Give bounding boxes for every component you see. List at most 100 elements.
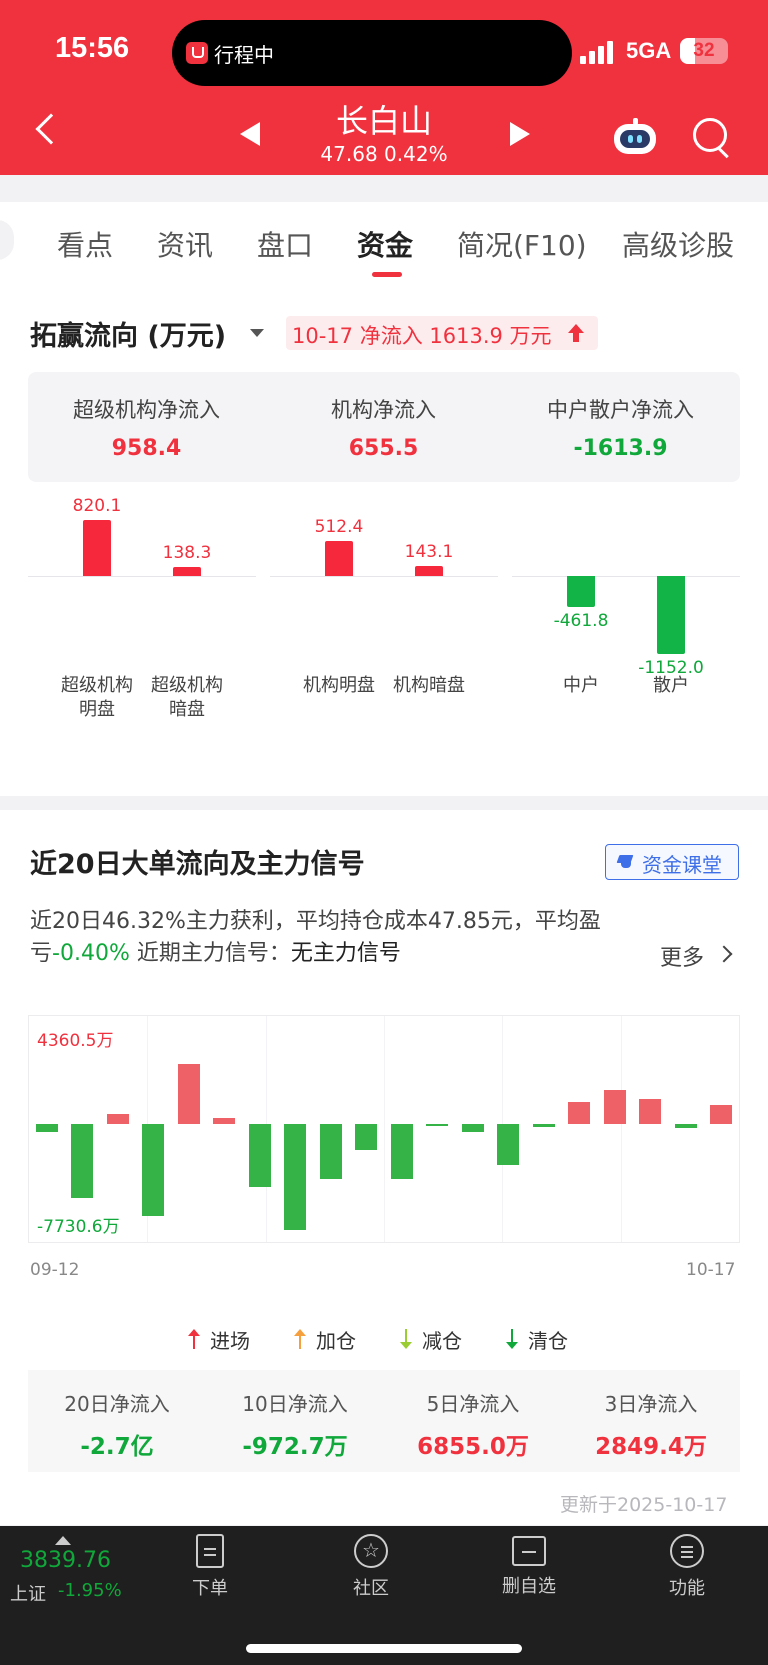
daily-flow-bar[interactable] <box>603 1089 626 1124</box>
battery-fill <box>680 38 696 64</box>
capital-class-button[interactable]: 资金课堂 <box>605 844 739 880</box>
daily-flow-bar[interactable] <box>461 1123 484 1133</box>
tab-capital[interactable]: 资金 <box>357 229 414 262</box>
chevron-right-icon[interactable] <box>715 945 733 963</box>
daily-flow-bar[interactable] <box>674 1123 697 1128</box>
next-stock-icon[interactable] <box>510 122 530 146</box>
nav-remove-watchlist[interactable]: 删自选 <box>479 1534 579 1598</box>
search-icon[interactable] <box>693 118 727 152</box>
flow-bar <box>173 566 201 576</box>
graduation-cap-icon <box>616 855 636 869</box>
flow-bar-label: 中户 <box>563 675 599 696</box>
summary-label: 机构净流入 <box>331 398 436 422</box>
daily-flow-bar[interactable] <box>355 1123 378 1150</box>
summary-label: 中户散户净流入 <box>547 398 694 422</box>
tab-highlights[interactable]: 看点 <box>57 229 114 262</box>
flow-bar-value: -1152.0 <box>638 658 704 679</box>
nav-label: 社区 <box>353 1578 389 1599</box>
flow-bar <box>567 576 595 608</box>
flow-summary: 超级机构净流入 958.4 机构净流入 655.5 中户散户净流入 -1613.… <box>28 372 740 482</box>
daily-flow-bar[interactable] <box>710 1104 733 1124</box>
daily-flow-bar[interactable] <box>35 1123 58 1133</box>
daily-flow-bar[interactable] <box>319 1123 342 1179</box>
chart-x-end: 10-17 <box>686 1260 736 1280</box>
minus-box-icon <box>512 1536 546 1566</box>
stock-quote: 47.68 0.42% <box>320 142 448 166</box>
net-3d: 3日净流入 2849.4万 <box>562 1388 740 1461</box>
big-order-card: 近20日大单流向及主力信号 资金课堂 近20日46.32%主力获利，平均持仓成本… <box>0 810 768 1525</box>
nav-label: 功能 <box>669 1578 705 1599</box>
signal-icon <box>580 40 616 64</box>
flow-baseline <box>28 576 256 577</box>
daily-flow-bar[interactable] <box>426 1123 449 1126</box>
index-change[interactable]: -1.95% <box>58 1580 122 1601</box>
index-value[interactable]: 3839.76 <box>20 1548 111 1573</box>
expand-index-icon[interactable] <box>55 1536 71 1545</box>
daily-flow-bar[interactable] <box>248 1123 271 1187</box>
net-inflow-text: 10-17 净流入 1613.9 万元 <box>292 324 552 348</box>
desc-signal-label: 近期主力信号： <box>136 941 291 966</box>
daily-flow-bar[interactable] <box>390 1123 413 1179</box>
prev-stock-icon[interactable] <box>240 122 260 146</box>
flow-bar-label: 超级机构 明盘 <box>61 675 133 720</box>
chart-gridline <box>384 1016 385 1242</box>
daily-flow-bar[interactable] <box>497 1123 520 1166</box>
daily-flow-bar[interactable] <box>568 1101 591 1124</box>
tab-orderbook[interactable]: 盘口 <box>257 229 314 262</box>
nav-functions[interactable]: 功能 <box>637 1534 737 1600</box>
capital-flow-card: 拓赢流向 (万元) 10-17 净流入 1613.9 万元 超级机构净流入 95… <box>0 284 768 796</box>
net-inflow-summary: 20日净流入 -2.7亿 10日净流入 -972.7万 5日净流入 6855.0… <box>28 1370 740 1472</box>
daily-flow-bar[interactable] <box>106 1114 129 1124</box>
flow-bar-chart: 820.1 超级机构 明盘 138.3 超级机构 暗盘 512.4 机构明盘 143.1 机构暗盘… <box>0 494 768 794</box>
dynamic-island[interactable]: 行程中 <box>172 20 572 86</box>
daily-flow-bar[interactable] <box>177 1064 200 1124</box>
flow-bar <box>657 576 685 655</box>
desc-percent: -0.40% <box>52 941 130 966</box>
net-value: 6855.0万 <box>417 1434 529 1460</box>
nav-community[interactable]: 社区 <box>321 1534 421 1600</box>
app-header: 15:56 行程中 5GA 32 长白山 47.68 0.42% <box>0 0 768 175</box>
back-icon[interactable] <box>35 113 67 145</box>
updated-time: 更新于2025-10-17 <box>560 1494 728 1516</box>
arrow-up-icon <box>294 1329 306 1349</box>
daily-flow-bar[interactable] <box>213 1118 236 1124</box>
tab-f10[interactable]: 简况(F10) <box>457 229 587 262</box>
robot-assistant-icon[interactable] <box>614 118 656 154</box>
net-value: -972.7万 <box>242 1434 348 1460</box>
tab-news[interactable]: 资讯 <box>157 229 214 262</box>
flow-bar-label: 散户 <box>653 675 689 696</box>
active-tab-indicator <box>372 272 402 277</box>
flow-title[interactable]: 拓赢流向 (万元) <box>30 321 227 352</box>
tab-bar: 看点 资讯 盘口 资金 简况(F10) 高级诊股 <box>0 202 768 284</box>
tab-diagnosis[interactable]: 高级诊股 <box>622 229 735 262</box>
document-icon <box>196 1534 224 1568</box>
dropdown-caret-icon[interactable] <box>250 329 264 337</box>
chart-x-start: 09-12 <box>30 1260 80 1280</box>
flow-bar-value: 820.1 <box>72 496 122 517</box>
summary-institution: 机构净流入 655.5 <box>265 394 502 461</box>
legend-label: 进场 <box>210 1329 250 1353</box>
capital-class-label: 资金课堂 <box>642 853 722 877</box>
flow-bar-value: 143.1 <box>404 542 454 563</box>
daily-flow-bar[interactable] <box>284 1123 307 1230</box>
legend-label: 加仓 <box>316 1329 356 1353</box>
daily-flow-bar[interactable] <box>71 1123 94 1198</box>
battery-level: 32 <box>693 40 715 61</box>
index-name[interactable]: 上证 <box>10 1584 46 1605</box>
nav-order[interactable]: 下单 <box>160 1534 260 1600</box>
home-indicator[interactable] <box>246 1644 522 1653</box>
daily-flow-bar[interactable] <box>142 1123 165 1216</box>
daily-flow-bar[interactable] <box>639 1099 662 1124</box>
net-20d: 20日净流入 -2.7亿 <box>28 1388 206 1461</box>
flow-baseline <box>512 576 740 577</box>
more-link[interactable]: 更多 <box>660 946 705 971</box>
daily-flow-bar[interactable] <box>532 1123 555 1127</box>
arrow-down-icon <box>506 1329 518 1349</box>
summary-retail: 中户散户净流入 -1613.9 <box>502 394 739 461</box>
summary-value: 655.5 <box>348 436 419 461</box>
flow-bar <box>83 520 111 576</box>
big-order-description: 近20日46.32%主力获利，平均持仓成本47.85元，平均盈亏-0.40% 近… <box>30 906 670 970</box>
chart-max-label: 4360.5万 <box>37 1031 114 1051</box>
legend-label: 减仓 <box>422 1329 462 1353</box>
arrow-down-icon <box>400 1329 412 1349</box>
